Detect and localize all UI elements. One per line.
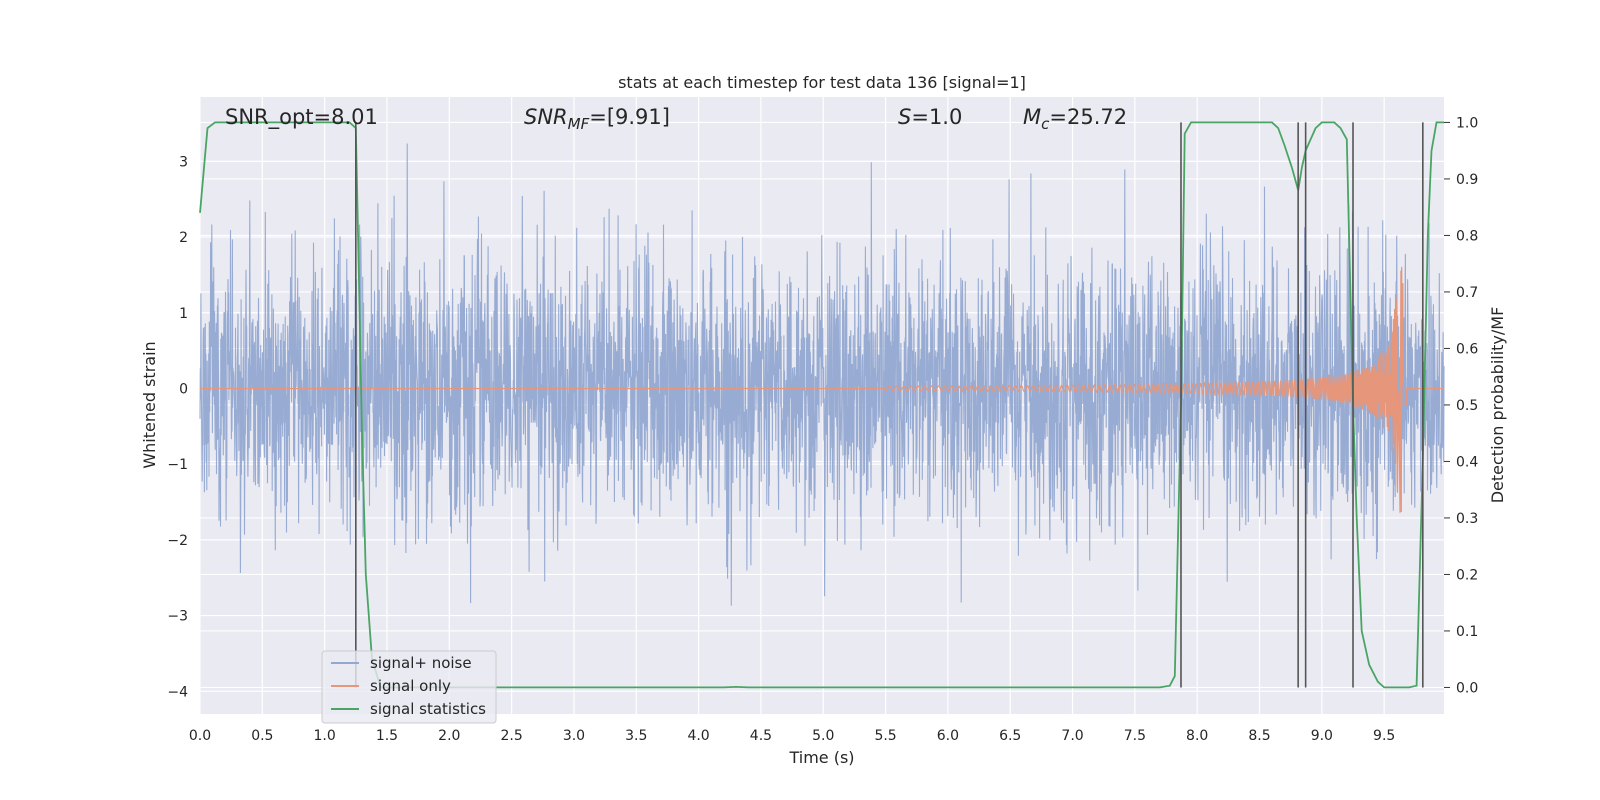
y-tick-label: −2 [167, 533, 188, 549]
x-tick-label: 0.0 [189, 728, 211, 744]
y-tick-label: −1 [167, 457, 188, 473]
annotations: SNR_opt=8.01 SNRMF=[9.91] S=1.0 Mc=25.72 [225, 105, 1127, 133]
x-tick-label: 9.5 [1373, 728, 1395, 744]
y2-tick-label: 1.0 [1456, 115, 1478, 131]
x-axis-label: Time (s) [788, 748, 854, 767]
annotation-mc: Mc=25.72 [1023, 105, 1127, 133]
annotation-snr-opt: SNR_opt=8.01 [225, 105, 378, 130]
annotation-snr-mf: SNRMF=[9.91] [524, 105, 670, 133]
y2-tick-label: 0.6 [1456, 341, 1478, 357]
x-tick-label: 7.5 [1124, 728, 1146, 744]
y2-tick-label: 0.1 [1456, 624, 1478, 640]
x-tick-label: 7.0 [1061, 728, 1083, 744]
y2-tick-label: 0.8 [1456, 228, 1478, 244]
x-tick-label: 4.0 [687, 728, 709, 744]
y2-tick-label: 0.3 [1456, 511, 1478, 527]
y2-tick-label: 0.9 [1456, 172, 1478, 188]
statistics-trace [199, 121, 1444, 689]
y2-tick-label: 0.2 [1456, 567, 1478, 583]
x-tick-label: 3.0 [563, 728, 585, 744]
annotation-snr-mf-text: =[9.91] [589, 105, 670, 129]
x-tick-label: 2.0 [438, 728, 460, 744]
y-tick-label: 1 [179, 306, 188, 322]
y-axis-label: Whitened strain [140, 341, 159, 468]
series-signal-only [200, 266, 1444, 513]
y2-tick-label: 0.7 [1456, 285, 1478, 301]
x-tick-label: 4.5 [750, 728, 772, 744]
y-tick-label: 3 [179, 154, 188, 170]
series-signal-statistics [199, 121, 1444, 689]
y2-axis-label: Detection probability/MF [1488, 307, 1507, 504]
y-tick-label: −4 [167, 684, 188, 700]
x-tick-label: 3.5 [625, 728, 647, 744]
y2-tick-label: 0.0 [1456, 680, 1478, 696]
annotation-s-text: =1.0 [911, 105, 962, 129]
x-tick-label: 1.5 [376, 728, 398, 744]
x-tick-label: 1.0 [314, 728, 336, 744]
chirp-trace [200, 266, 1444, 513]
annotation-snr-opt-text: SNR_opt=8.01 [225, 105, 378, 130]
annotation-snr-mf-label: SNR [524, 105, 568, 129]
annotation-mc-text: =25.72 [1049, 105, 1127, 129]
y2-tick-label: 0.4 [1456, 454, 1478, 470]
legend-label-signal-only: signal only [370, 677, 451, 695]
annotation-s-label: S [898, 105, 911, 129]
detection-vlines [355, 122, 1424, 688]
annotation-mc-sub: c [1041, 115, 1050, 133]
x-tick-label: 8.5 [1248, 728, 1270, 744]
annotation-snr-mf-sub: MF [568, 115, 590, 133]
y2-tick-label: 0.5 [1456, 398, 1478, 414]
x-tick-label: 9.0 [1311, 728, 1333, 744]
x-tick-label: 5.5 [874, 728, 896, 744]
x-tick-label: 6.0 [937, 728, 959, 744]
x-tick-label: 6.5 [999, 728, 1021, 744]
x-ticks: 0.0 0.5 1.0 1.5 2.0 2.5 3.0 3.5 4.0 4.5 5.0 5.5 6.0 6… [189, 728, 1395, 744]
legend-label-signal-statistics: signal statistics [370, 700, 486, 718]
y-tick-label: −3 [167, 609, 188, 625]
legend-label-signal-noise: signal+ noise [370, 654, 472, 672]
x-tick-label: 2.5 [500, 728, 522, 744]
legend-box [321, 650, 497, 724]
x-tick-label: 8.0 [1186, 728, 1208, 744]
annotation-mc-label: M [1023, 105, 1041, 129]
y2-ticks: 1.0 0.9 0.8 0.7 0.6 0.5 0.4 0.3 0.2 0.1 0.0 [1444, 115, 1478, 696]
x-tick-label: 0.5 [251, 728, 273, 744]
chart-title: stats at each timestep for test data 136… [618, 73, 1026, 92]
y-tick-label: 2 [179, 230, 188, 246]
y-ticks: 3 2 1 0 −1 −2 −3 −4 [167, 154, 188, 700]
legend: signal+ noise signal only signal statist… [321, 650, 497, 724]
x-tick-label: 5.0 [812, 728, 834, 744]
annotation-s: S=1.0 [898, 105, 962, 129]
y-tick-label: 0 [179, 381, 188, 397]
